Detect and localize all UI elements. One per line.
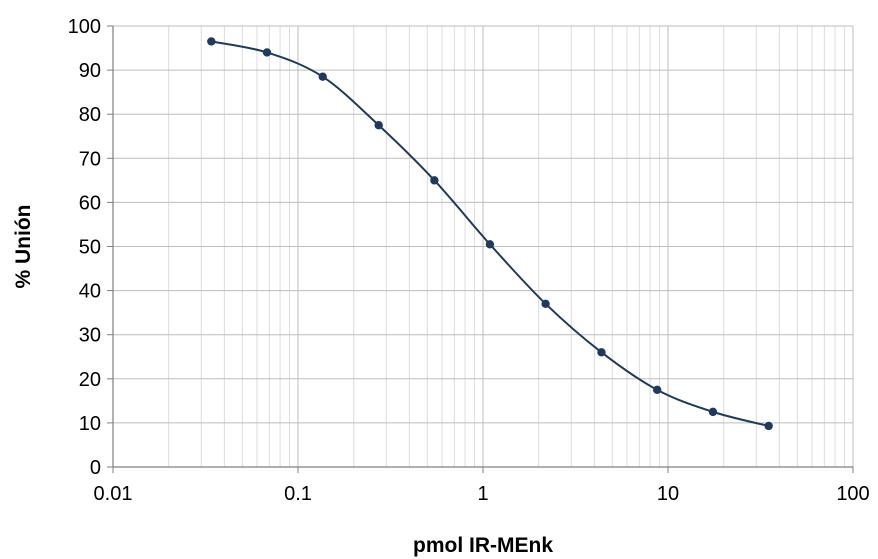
data-point xyxy=(652,385,662,395)
series-line xyxy=(211,40,769,427)
y-tick-label: 30 xyxy=(79,325,101,347)
data-point xyxy=(708,407,718,417)
data-point xyxy=(430,176,439,185)
data-point xyxy=(374,121,383,130)
x-axis-title: pmol IR-MEnk xyxy=(413,534,553,557)
data-point xyxy=(541,299,550,309)
y-tick-label: 90 xyxy=(79,60,101,82)
axes xyxy=(107,25,854,473)
x-tick-label: 10 xyxy=(657,483,679,505)
data-point xyxy=(597,348,606,357)
y-tick-label: 50 xyxy=(79,237,101,259)
data-point xyxy=(318,72,327,81)
x-tick-label: 100 xyxy=(836,483,869,505)
y-tick-label: 0 xyxy=(90,457,101,479)
y-tick-label: 40 xyxy=(79,281,101,303)
x-tick-label: 0.1 xyxy=(284,483,312,505)
x-tick-label: 1 xyxy=(477,483,488,505)
tick-labels: 0 10 20 30 40 50 60 70 80 90 100 0.01 0.1 1 10 100 xyxy=(68,16,870,505)
data-point xyxy=(764,421,773,431)
y-tick-label: 100 xyxy=(68,16,101,38)
y-tick-label: 10 xyxy=(79,413,101,435)
x-tick-label: 0.01 xyxy=(94,483,133,505)
data-point xyxy=(262,48,272,57)
y-axis-title: % Unión xyxy=(12,205,35,289)
data-point xyxy=(485,240,495,249)
y-tick-label: 70 xyxy=(79,148,101,170)
series-group xyxy=(207,37,773,431)
y-tick-label: 20 xyxy=(79,369,101,391)
y-tick-label: 80 xyxy=(79,104,101,126)
y-tick-label: 60 xyxy=(79,192,101,214)
data-point xyxy=(207,37,216,46)
